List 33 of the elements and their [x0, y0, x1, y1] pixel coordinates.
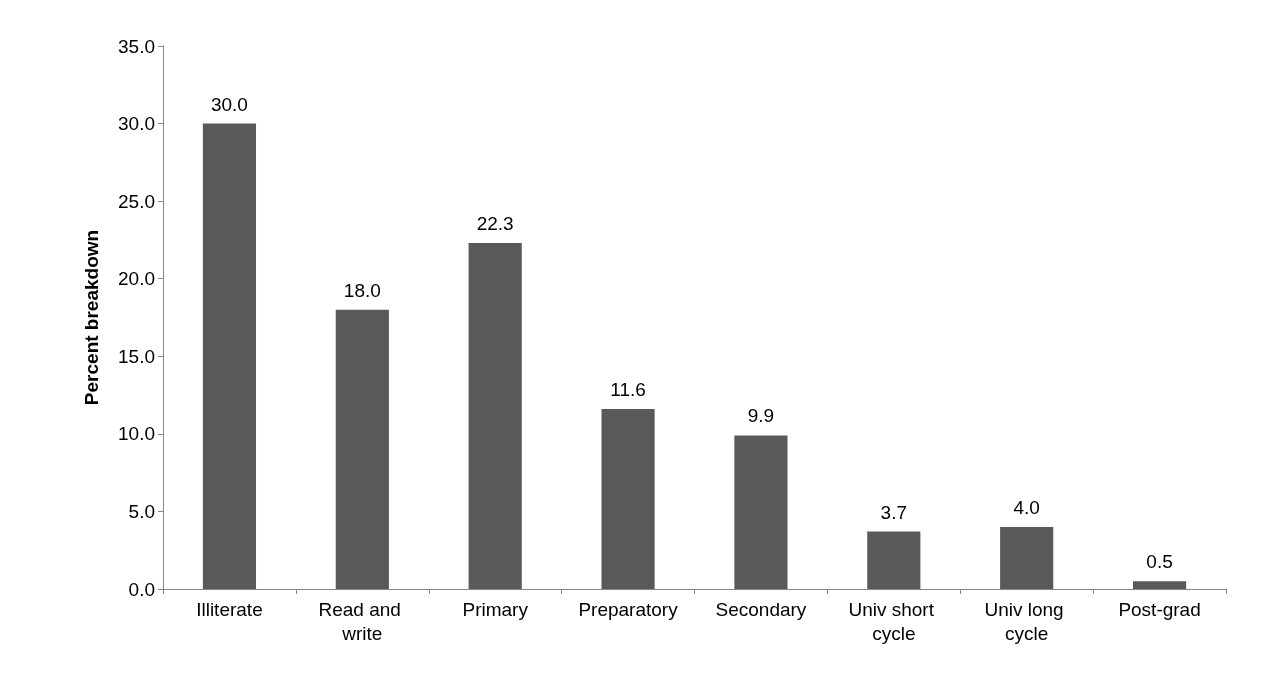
data-label: 11.6: [610, 379, 646, 401]
y-tick-label: 5.0: [128, 500, 155, 522]
x-tick-label: Post-grad: [1118, 598, 1201, 620]
data-label: 30.0: [210, 93, 248, 115]
y-axis-title: Percent breakdown: [81, 229, 102, 406]
y-tick-label: 25.0: [118, 190, 155, 212]
x-tick-label: Univ long cycle: [984, 598, 1069, 644]
x-tick-label: Preparatory: [578, 598, 679, 620]
data-label: 3.7: [880, 501, 908, 523]
x-tick-label: Read and write: [318, 598, 407, 644]
bar: [601, 409, 655, 589]
y-tick-label: 10.0: [118, 423, 155, 445]
x-tick-label: Illiterate: [196, 598, 263, 620]
bar: [1132, 581, 1187, 589]
y-tick-label: 30.0: [118, 113, 155, 135]
y-tick-label: 0.0: [128, 578, 155, 600]
bar: [335, 309, 389, 589]
x-tick-label: Secondary: [715, 598, 807, 620]
x-tick-label: Univ short cycle: [848, 598, 940, 644]
data-label: 0.5: [1146, 551, 1173, 573]
data-label: 22.3: [476, 213, 514, 235]
bar: [867, 531, 921, 589]
bar: [734, 435, 788, 589]
y-tick-label: 35.0: [118, 35, 155, 57]
y-tick-label: 15.0: [118, 345, 155, 367]
data-label: 9.9: [747, 405, 775, 427]
y-tick-label: 20.0: [118, 268, 155, 290]
data-label: 18.0: [343, 279, 381, 301]
x-tick-label: Primary: [462, 598, 529, 620]
bar: [468, 243, 522, 589]
bar: [202, 123, 257, 589]
data-label: 4.0: [1013, 496, 1040, 518]
bar: [1000, 526, 1054, 589]
